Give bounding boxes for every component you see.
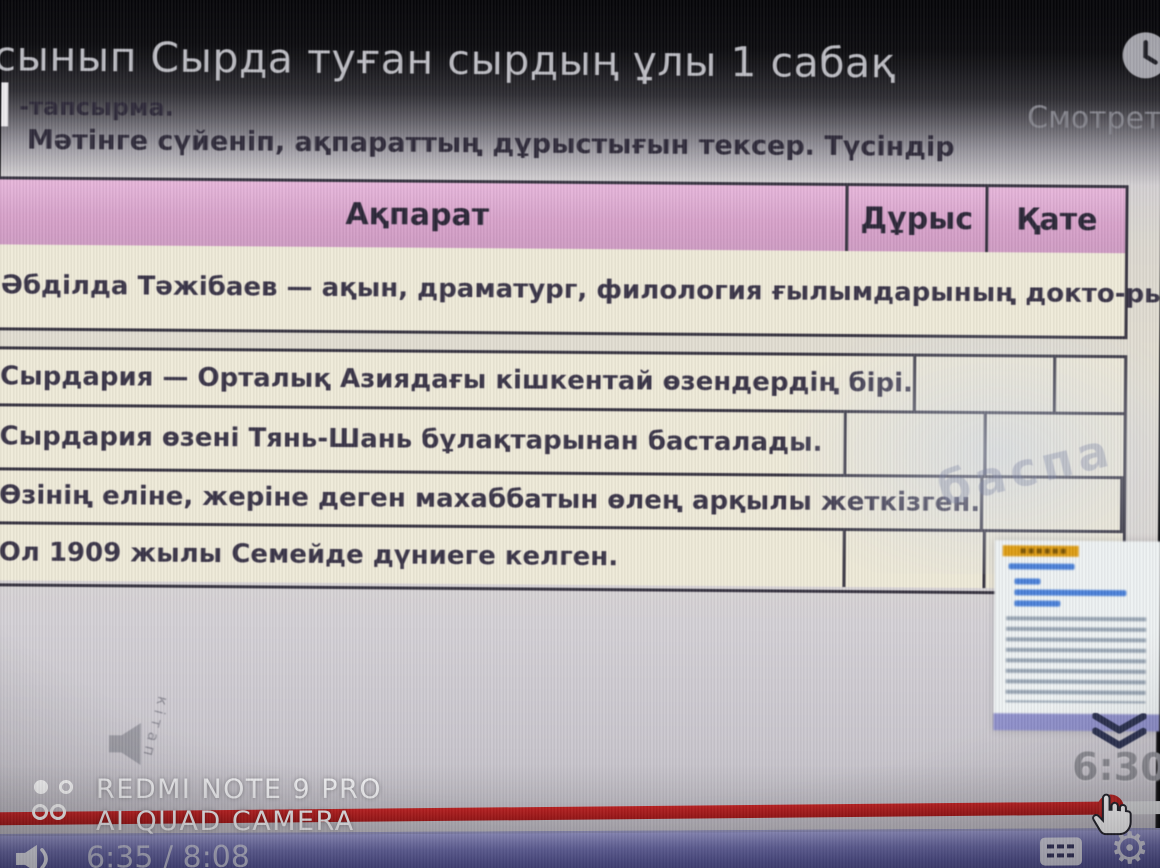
header-cell-durys: Дұрыс	[845, 185, 986, 253]
table-row: Сырдария — Орталық Азиядағы кішкентай өз…	[0, 349, 1160, 416]
double-chevron-down-icon	[1091, 712, 1147, 753]
thumbnail-heading-line	[1008, 563, 1075, 570]
subtitles-button[interactable]	[1039, 837, 1083, 866]
statement-text: Әбділда Тәжібаев — ақын, драматург, фило…	[0, 244, 1160, 342]
task-label: -тапсырма.	[19, 92, 174, 122]
slide-speaker-icon	[102, 717, 152, 773]
volume-button[interactable]	[14, 844, 56, 868]
camera-logo-icon	[32, 778, 90, 836]
thumbnail-text-line	[1014, 589, 1127, 597]
chapter-timestamp: 6:30	[1071, 744, 1160, 790]
thumbnail-text-line	[1014, 600, 1061, 607]
camera-watermark-line1: REDMI NOTE 9 PRO	[96, 774, 383, 805]
statement-line-2: ры, профессор, Қазақстанның Халық жазушы…	[1125, 279, 1160, 315]
slide-edge-fragment	[1, 82, 9, 127]
watch-later-label: Смотреть	[1026, 100, 1160, 137]
hand-cursor-icon	[1090, 788, 1136, 844]
header-cell-qate: Қате	[985, 187, 1126, 254]
thumbnail-body-text	[1005, 616, 1147, 704]
qate-cell	[1052, 357, 1160, 413]
statements-table-header-section: Ақпарат Дұрыс Қате Әбділда Тәжібаев — ақ…	[0, 176, 1160, 340]
durys-cell	[842, 530, 983, 589]
statement-line-1: Әбділда Тәжібаев — ақын, драматург, фило…	[0, 270, 1126, 310]
video-title: сынып Сырда туған сырдың ұлы 1 сабақ	[0, 32, 897, 88]
table-row: Әбділда Тәжібаев — ақын, драматург, фило…	[0, 244, 1160, 337]
watch-later-button[interactable]	[1121, 31, 1160, 79]
textbook-page-thumbnail	[993, 540, 1160, 732]
header-cell-aqparat: Ақпарат	[345, 197, 490, 234]
camera-watermark-line2: AI QUAD CAMERA	[96, 806, 355, 837]
statement-text: Ол 1909 жылы Семейде дүниеге келген.	[0, 536, 619, 572]
thumbnail-header-bar	[1002, 545, 1079, 557]
time-display: 6:35 / 8:08	[85, 839, 251, 868]
thumbnail-text-line	[1014, 578, 1041, 585]
speaker-icon	[14, 844, 56, 868]
player-control-bar: 6:35 / 8:08 ⚙	[0, 823, 1160, 868]
statement-text: Сырдария — Орталық Азиядағы кішкентай өз…	[0, 360, 914, 399]
table-header-row: Ақпарат Дұрыс Қате	[0, 179, 1126, 254]
statement-text: Өзінің еліне, жеріне деген махаббатын өл…	[0, 480, 981, 519]
statement-text: Сырдария өзені Тянь-Шань бұлақтарынан ба…	[0, 421, 823, 458]
table-row: Ол 1909 жылы Семейде дүниеге келген.	[0, 524, 1123, 590]
durys-cell	[912, 356, 1054, 412]
clock-icon	[1121, 32, 1160, 83]
qate-cell	[1119, 479, 1160, 532]
